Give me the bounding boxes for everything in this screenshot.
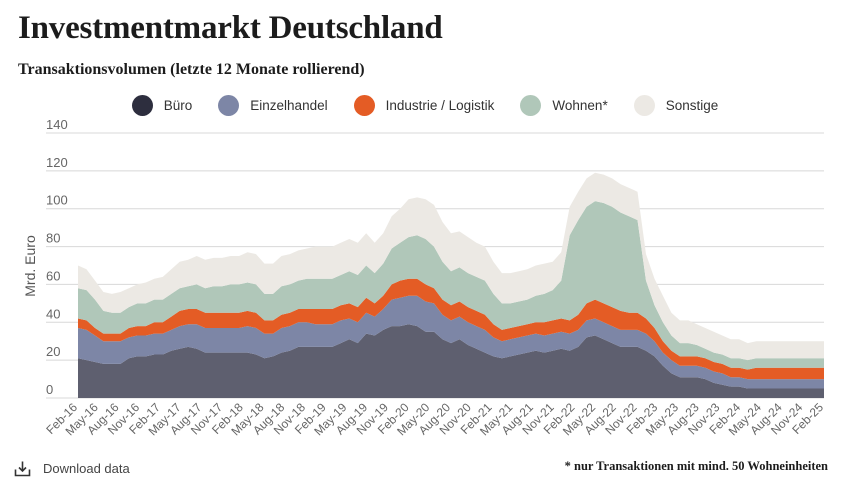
footnote: * nur Transaktionen mit mind. 50 Wohnein… — [564, 459, 828, 473]
chart-title: Investmentmarkt Deutschland — [18, 10, 443, 46]
area-series-wohnen — [78, 201, 824, 370]
legend-swatch-buero — [131, 94, 153, 116]
legend-item-wohnen[interactable]: Wohnen* — [520, 94, 608, 116]
legend-swatch-einzelhandel — [218, 94, 240, 116]
legend-item-sonstige[interactable]: Sonstige — [633, 94, 719, 116]
area-series-sonstige — [78, 172, 824, 361]
download-data-label: Download data — [43, 461, 130, 476]
y-tick-label-0: 0 — [46, 382, 53, 397]
y-tick-label-80: 80 — [46, 231, 60, 246]
y-axis-label: Mrd. Euro — [22, 235, 38, 297]
legend-item-einzelhandel[interactable]: Einzelhandel — [218, 94, 328, 116]
download-data-button[interactable]: Download data — [14, 460, 130, 477]
y-tick-label-40: 40 — [46, 306, 60, 321]
legend-label-wohnen: Wohnen* — [552, 97, 608, 113]
y-tick-label-120: 120 — [46, 155, 68, 170]
download-icon — [14, 461, 31, 477]
y-tick-label-140: 140 — [46, 117, 68, 132]
chart-subtitle: Transaktionsvolumen (letzte 12 Monate ro… — [18, 61, 365, 78]
y-tick-label-60: 60 — [46, 268, 60, 283]
legend-label-sonstige: Sonstige — [665, 97, 719, 113]
chart-legend: Büro Einzelhandel Industrie / Logistik W… — [0, 92, 850, 118]
legend-label-buero: Büro — [163, 97, 193, 113]
y-tick-label-20: 20 — [46, 344, 60, 359]
legend-item-buero[interactable]: Büro — [131, 94, 193, 116]
y-tick-label-100: 100 — [46, 193, 68, 208]
legend-label-industrie-logistik: Industrie / Logistik — [385, 97, 495, 113]
legend-swatch-sonstige — [633, 94, 655, 116]
legend-item-industrie-logistik[interactable]: Industrie / Logistik — [353, 94, 495, 116]
legend-label-einzelhandel: Einzelhandel — [250, 97, 328, 113]
area-series-einzelhandel — [78, 295, 824, 389]
legend-swatch-wohnen — [520, 94, 542, 116]
legend-swatch-industrie-logistik — [353, 94, 375, 116]
area-series-büro — [78, 324, 824, 398]
